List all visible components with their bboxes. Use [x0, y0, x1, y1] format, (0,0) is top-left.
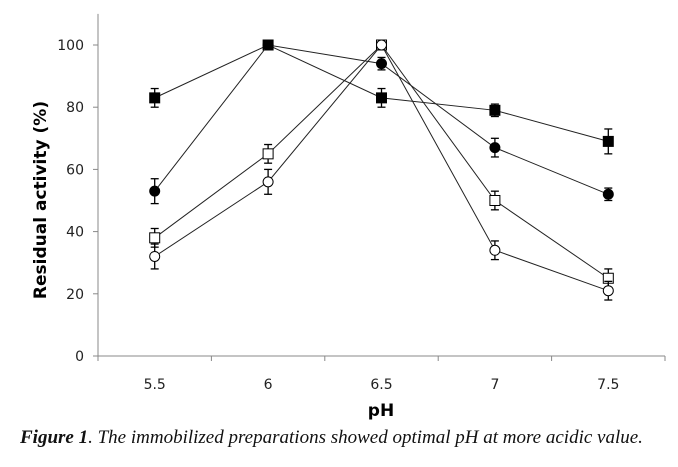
data-point	[602, 188, 614, 200]
figure-caption: Figure 1. The immobilized preparations s…	[20, 427, 643, 449]
x-axis-label: pH	[368, 401, 394, 420]
y-tick-label: 20	[66, 287, 84, 303]
y-axis-label: Residual activity (%)	[31, 101, 51, 299]
caption-text: . The immobilized preparations showed op…	[88, 427, 643, 448]
data-point	[376, 92, 387, 104]
data-point	[262, 176, 274, 188]
series-open-square	[149, 39, 614, 289]
x-tick-label: 7	[490, 377, 499, 393]
x-tick-label: 6.5	[370, 377, 392, 393]
y-tick-label: 40	[66, 225, 84, 241]
data-point	[602, 135, 614, 147]
y-tick-label: 80	[66, 100, 84, 116]
x-tick-label: 7.5	[597, 377, 619, 393]
data-point	[262, 39, 274, 51]
data-point	[489, 104, 501, 116]
y-tick-label: 100	[57, 38, 84, 54]
data-point	[489, 142, 501, 154]
y-tick-label: 0	[75, 349, 84, 365]
caption-label: Figure 1	[20, 427, 89, 448]
series-line	[154, 44, 609, 292]
x-tick-label: 5.5	[144, 377, 166, 393]
data-point	[149, 92, 161, 104]
data-point	[262, 148, 274, 160]
series-filled-circle	[149, 39, 614, 205]
data-point	[149, 185, 161, 197]
data-point	[489, 195, 501, 206]
data-point	[602, 285, 614, 297]
data-point	[376, 58, 387, 70]
series-filled-square	[149, 39, 614, 155]
chart: 0 20 40 60 80 100 5.5 6 6.5 7 7.5 pH Residual acti…	[31, 13, 666, 420]
data-point	[149, 250, 161, 262]
data-point	[489, 244, 501, 256]
series-open-circle	[149, 39, 614, 301]
data-point	[149, 232, 161, 244]
x-tick-label: 6	[264, 377, 273, 393]
series-line	[154, 44, 609, 279]
y-tick-label: 60	[66, 162, 84, 178]
data-point	[376, 39, 387, 51]
